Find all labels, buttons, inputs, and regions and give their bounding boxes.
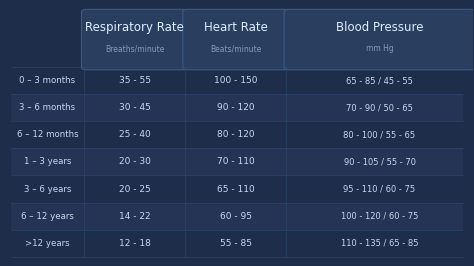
Text: 80 - 100 / 55 - 65: 80 - 100 / 55 - 65 bbox=[344, 130, 416, 139]
Text: 65 - 110: 65 - 110 bbox=[217, 185, 255, 194]
Text: 0 – 3 months: 0 – 3 months bbox=[19, 76, 75, 85]
Text: 30 - 45: 30 - 45 bbox=[118, 103, 150, 112]
Bar bbox=[11, 148, 463, 176]
Bar bbox=[11, 203, 463, 230]
Text: 6 – 12 years: 6 – 12 years bbox=[21, 212, 74, 221]
Text: Beats/minute: Beats/minute bbox=[210, 44, 262, 53]
Text: Respiratory Rate: Respiratory Rate bbox=[85, 21, 184, 34]
Text: 12 - 18: 12 - 18 bbox=[118, 239, 150, 248]
Text: 25 - 40: 25 - 40 bbox=[118, 130, 150, 139]
FancyBboxPatch shape bbox=[284, 9, 474, 70]
Text: 70 - 90 / 50 - 65: 70 - 90 / 50 - 65 bbox=[346, 103, 413, 112]
Bar bbox=[11, 94, 463, 121]
Bar bbox=[11, 230, 463, 257]
Text: mm Hg: mm Hg bbox=[365, 44, 393, 53]
Text: Heart Rate: Heart Rate bbox=[204, 21, 268, 34]
Text: 3 – 6 months: 3 – 6 months bbox=[19, 103, 75, 112]
Text: Blood Pressure: Blood Pressure bbox=[336, 21, 423, 34]
Text: 55 - 85: 55 - 85 bbox=[220, 239, 252, 248]
Text: >12 years: >12 years bbox=[25, 239, 70, 248]
Text: 20 - 25: 20 - 25 bbox=[118, 185, 150, 194]
Text: 65 - 85 / 45 - 55: 65 - 85 / 45 - 55 bbox=[346, 76, 413, 85]
FancyBboxPatch shape bbox=[82, 9, 188, 70]
FancyBboxPatch shape bbox=[183, 9, 289, 70]
Text: 1 – 3 years: 1 – 3 years bbox=[24, 157, 71, 167]
Text: 60 - 95: 60 - 95 bbox=[220, 212, 252, 221]
Text: 90 - 120: 90 - 120 bbox=[217, 103, 255, 112]
Bar bbox=[11, 121, 463, 148]
Text: 3 – 6 years: 3 – 6 years bbox=[24, 185, 71, 194]
Text: Breaths/minute: Breaths/minute bbox=[105, 44, 164, 53]
Text: 20 - 30: 20 - 30 bbox=[118, 157, 150, 167]
Text: 95 - 110 / 60 - 75: 95 - 110 / 60 - 75 bbox=[344, 185, 416, 194]
Text: 70 - 110: 70 - 110 bbox=[217, 157, 255, 167]
Text: 100 - 120 / 60 - 75: 100 - 120 / 60 - 75 bbox=[341, 212, 418, 221]
Bar bbox=[11, 67, 463, 94]
Text: 80 - 120: 80 - 120 bbox=[217, 130, 255, 139]
Text: 35 - 55: 35 - 55 bbox=[118, 76, 151, 85]
Text: 110 - 135 / 65 - 85: 110 - 135 / 65 - 85 bbox=[341, 239, 418, 248]
Text: 14 - 22: 14 - 22 bbox=[118, 212, 150, 221]
Text: 6 – 12 months: 6 – 12 months bbox=[17, 130, 78, 139]
Text: 90 - 105 / 55 - 70: 90 - 105 / 55 - 70 bbox=[344, 157, 416, 167]
Bar bbox=[11, 176, 463, 203]
Text: 100 - 150: 100 - 150 bbox=[214, 76, 257, 85]
